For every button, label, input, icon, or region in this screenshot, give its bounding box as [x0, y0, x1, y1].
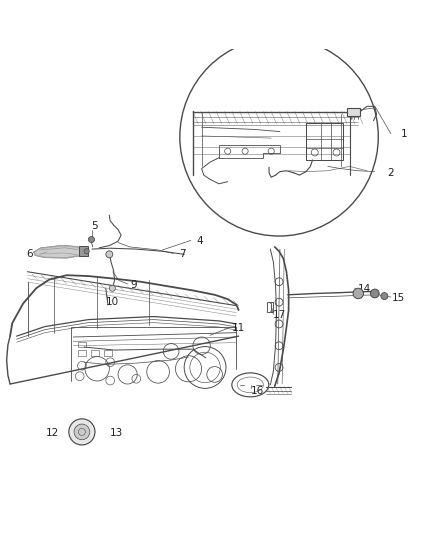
Circle shape: [353, 288, 364, 298]
Bar: [104, 351, 113, 356]
Text: 6: 6: [26, 249, 33, 260]
Text: 4: 4: [196, 236, 203, 246]
Text: 14: 14: [358, 284, 371, 294]
Text: 12: 12: [46, 428, 60, 438]
Circle shape: [74, 424, 90, 440]
Text: 7: 7: [179, 249, 185, 260]
Bar: [306, 123, 343, 160]
Text: 2: 2: [388, 168, 394, 178]
Text: 10: 10: [106, 297, 119, 307]
Circle shape: [180, 37, 378, 236]
Text: 5: 5: [92, 221, 98, 231]
Circle shape: [69, 419, 95, 445]
Circle shape: [371, 289, 379, 298]
Bar: [347, 108, 360, 116]
Circle shape: [106, 251, 113, 258]
Text: 11: 11: [232, 324, 245, 333]
Bar: [79, 246, 88, 256]
Bar: [78, 342, 86, 347]
Text: 13: 13: [110, 428, 124, 438]
Bar: [91, 351, 99, 356]
Bar: [267, 302, 273, 312]
Circle shape: [84, 249, 89, 254]
Text: 15: 15: [392, 293, 405, 303]
Text: 17: 17: [272, 310, 286, 320]
Polygon shape: [34, 246, 83, 258]
Circle shape: [381, 293, 388, 300]
Bar: [78, 351, 86, 356]
Text: 16: 16: [251, 385, 264, 395]
Text: 1: 1: [401, 129, 407, 139]
Text: 9: 9: [131, 280, 138, 290]
Circle shape: [88, 237, 95, 243]
Circle shape: [110, 285, 116, 292]
